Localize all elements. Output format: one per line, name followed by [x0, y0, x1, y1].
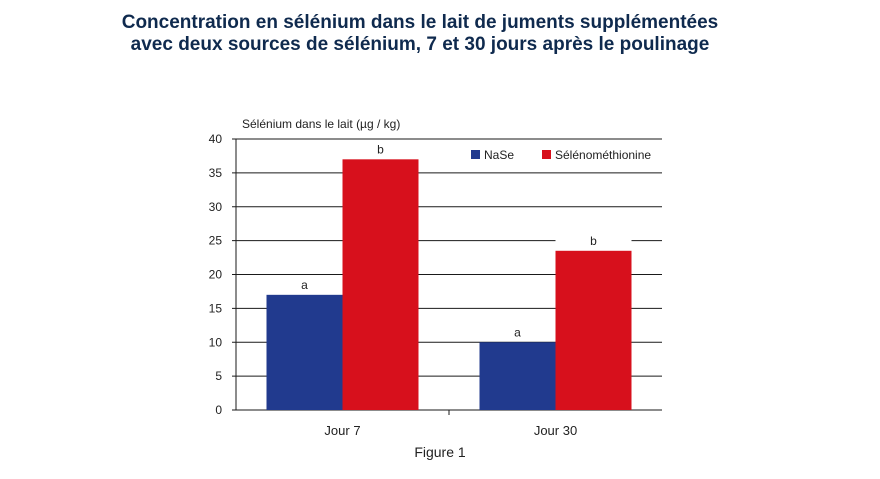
- y-tick-label: 20: [209, 268, 223, 282]
- y-tick-label: 15: [209, 301, 223, 315]
- data-label: a: [514, 325, 521, 339]
- data-label-bg: [266, 275, 343, 293]
- bar-sélénométhionine: [342, 159, 419, 410]
- legend-bg: [539, 148, 679, 164]
- bar-sélénométhionine: [555, 250, 632, 410]
- y-tick-label: 35: [209, 166, 223, 180]
- y-tick-label: 0: [215, 403, 222, 417]
- x-tick-label: Jour 30: [534, 423, 577, 438]
- figure-caption: Figure 1: [414, 444, 466, 460]
- chart-title-line-2: avec deux sources de sélénium, 7 et 30 j…: [130, 34, 710, 55]
- chart-title: Concentration en sélénium dans le lait d…: [0, 12, 840, 56]
- data-label: b: [590, 234, 597, 248]
- y-tick-label: 25: [209, 234, 223, 248]
- bar-nase: [479, 342, 556, 410]
- data-label-bg: [479, 323, 556, 341]
- legend-label: Sélénométhionine: [555, 148, 651, 162]
- chart-title-line-1: Concentration en sélénium dans le lait d…: [121, 12, 719, 33]
- y-tick-label: 10: [209, 335, 223, 349]
- bar-nase: [266, 294, 343, 410]
- x-tick-label: Jour 7: [324, 423, 360, 438]
- legend-bg: [468, 148, 542, 164]
- data-label: a: [301, 278, 308, 292]
- y-axis-label: Sélénium dans le lait (µg / kg): [242, 117, 400, 131]
- data-label: b: [377, 142, 384, 156]
- legend-swatch: [471, 150, 480, 159]
- legend-label: NaSe: [484, 148, 514, 162]
- y-tick-label: 5: [215, 369, 222, 383]
- y-tick-label: 30: [209, 200, 223, 214]
- data-label-bg: [555, 231, 632, 249]
- data-label-bg: [342, 140, 419, 158]
- y-tick-label: 40: [209, 132, 223, 146]
- legend-swatch: [542, 150, 551, 159]
